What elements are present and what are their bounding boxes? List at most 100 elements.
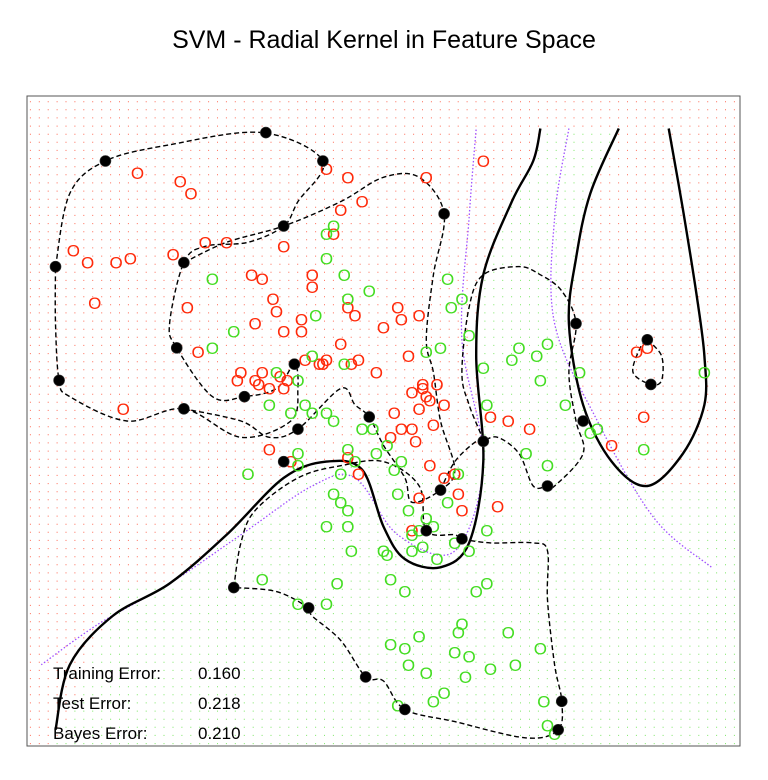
red-point: O: [430, 375, 443, 394]
red-point: O: [427, 416, 440, 435]
support-vector-point: [99, 155, 112, 167]
red-point: O: [355, 193, 368, 212]
red-point: O: [88, 294, 101, 313]
support-vector-point: [302, 602, 315, 614]
red-point: O: [345, 355, 358, 374]
red-point: O: [110, 254, 123, 273]
green-point: O: [270, 363, 283, 382]
red-point: O: [341, 298, 354, 317]
green-point: O: [430, 550, 443, 569]
red-point: O: [416, 380, 429, 399]
red-point: O: [181, 298, 194, 317]
support-vector-point: [238, 390, 251, 403]
red-point: O: [174, 172, 187, 191]
red-point: O: [420, 388, 433, 407]
red-point: O: [455, 501, 468, 520]
support-vector-point: [570, 317, 582, 330]
green-point: O: [384, 635, 397, 654]
red-point: O: [405, 522, 418, 541]
green-point: O: [480, 396, 493, 415]
red-point: O: [502, 412, 515, 431]
red-point: O: [409, 432, 422, 451]
bayes-error-label: Bayes Error:: [53, 724, 147, 743]
red-point: O: [413, 306, 426, 325]
green-point: O: [206, 339, 219, 358]
green-point: O: [505, 351, 518, 370]
green-point: O: [559, 396, 572, 415]
red-point: O: [523, 420, 536, 439]
red-point: O: [256, 270, 269, 289]
green-point: O: [427, 692, 440, 711]
green-point: O: [395, 453, 408, 472]
green-point: O: [462, 327, 475, 346]
green-point: O: [462, 542, 475, 561]
green-point: O: [537, 692, 550, 711]
green-point: O: [637, 440, 650, 459]
green-point: O: [398, 640, 411, 659]
test-error-label: Test Error:: [53, 694, 131, 713]
training-error-value: 0.160: [198, 664, 241, 683]
green-point: O: [441, 493, 454, 512]
red-point: O: [263, 440, 276, 459]
red-point: O: [423, 392, 436, 411]
red-point: O: [234, 363, 247, 382]
support-vector-point: [477, 435, 490, 448]
green-point: O: [452, 465, 465, 484]
support-vectors: [49, 126, 657, 736]
red-point: O: [281, 371, 294, 390]
green-point: O: [445, 298, 458, 317]
red-point: O: [377, 319, 390, 338]
green-point: O: [541, 457, 554, 476]
support-vector-point: [317, 155, 329, 167]
green-point: O: [384, 570, 397, 589]
green-point: O: [530, 347, 543, 366]
red-point: O: [277, 237, 290, 256]
red-point: O: [452, 485, 465, 504]
green-point: O: [263, 396, 276, 415]
green-point: O: [462, 648, 475, 667]
red-point: O: [249, 315, 262, 334]
red-point: O: [395, 420, 408, 439]
green-point: O: [334, 493, 347, 512]
green-point: O: [380, 436, 393, 455]
margin-curve-2: [183, 172, 456, 504]
green-point: O: [591, 420, 604, 439]
green-point: O: [345, 542, 358, 561]
support-vector-point: [49, 260, 62, 273]
red-point: O: [266, 290, 279, 309]
green-point: O: [441, 270, 454, 289]
green-point: O: [341, 290, 354, 309]
green-point: O: [420, 343, 433, 362]
red-point: O: [423, 457, 436, 476]
green-point: O: [291, 371, 304, 390]
support-vector-point: [178, 403, 190, 415]
green-point: O: [480, 575, 493, 594]
red-point: O: [388, 404, 401, 423]
red-point: O: [437, 396, 450, 415]
support-vector-point: [363, 411, 376, 423]
support-vector-point: [645, 378, 657, 391]
green-point: O: [334, 465, 347, 484]
red-point: O: [67, 241, 80, 260]
red-point: O: [491, 497, 504, 516]
red-point: O: [334, 201, 347, 220]
red-point: O: [277, 323, 290, 342]
red-point: O: [249, 371, 262, 390]
green-point: O: [338, 266, 351, 285]
red-point: O: [124, 250, 137, 269]
green-point: O: [320, 595, 333, 614]
red-point: O: [341, 168, 354, 187]
red-region-dots: [29, 101, 735, 745]
green-point: O: [455, 290, 468, 309]
support-vector-point: [552, 723, 564, 736]
green-point: O: [341, 501, 354, 520]
support-vector-point: [288, 358, 301, 370]
support-vector-point: [292, 423, 304, 435]
training-error-label: Training Error:: [53, 664, 161, 683]
green-point: O: [227, 323, 240, 342]
red-point: O: [605, 436, 618, 455]
green-point: O: [502, 623, 515, 642]
support-vector-point: [260, 126, 272, 139]
green-point: O: [291, 445, 304, 464]
